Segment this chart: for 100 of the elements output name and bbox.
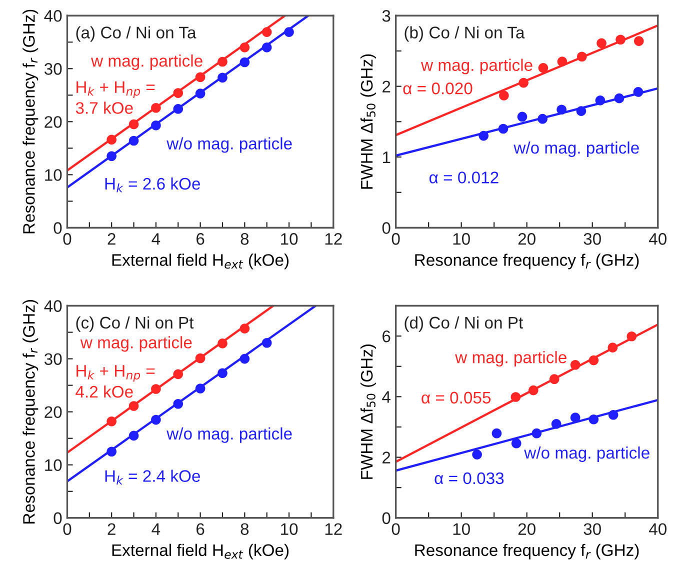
point — [595, 96, 606, 106]
point — [240, 354, 250, 364]
x-tick-label: 2 — [108, 523, 116, 535]
text: (b) Co / Ni on Ta — [404, 26, 525, 42]
x-tick-label: 4 — [152, 233, 160, 245]
point — [478, 130, 489, 141]
y-tick-label: 6 — [382, 330, 390, 342]
annotation: α = 0.020 — [403, 82, 472, 94]
point — [492, 428, 502, 438]
y-axis-title: Resonance frequency f$_{r}$ (GHz) — [22, 300, 38, 524]
point — [538, 63, 548, 73]
point — [576, 52, 587, 62]
point — [634, 36, 644, 46]
y-tick-label: 0 — [382, 222, 390, 234]
y-tick-label: 2 — [382, 452, 390, 464]
series-label: w mag. particle — [455, 351, 566, 367]
x-tick-label: 0 — [392, 233, 400, 245]
y-tick-label: 0 — [382, 512, 390, 524]
point — [596, 38, 606, 48]
series-label: w mag. particle — [91, 54, 202, 70]
point — [538, 114, 548, 124]
point — [240, 324, 250, 334]
point — [510, 392, 521, 402]
point — [218, 56, 228, 67]
series-label: w mag. particle — [80, 336, 192, 352]
x-tick-label: 10 — [281, 233, 298, 245]
y-tick-label: 30 — [44, 353, 62, 365]
x-tick-label: 20 — [518, 523, 536, 535]
annotation: α = 0.033 — [434, 472, 504, 484]
annotation: α = 0.012 — [429, 172, 498, 184]
x-tick-label: 20 — [518, 233, 536, 245]
x-tick-label: 10 — [453, 233, 470, 245]
point — [173, 88, 184, 98]
series-label: w/o mag. particle — [524, 446, 650, 462]
point — [195, 353, 206, 364]
point — [195, 72, 206, 82]
point — [173, 369, 184, 380]
point — [608, 410, 618, 420]
y-tick-label: 0 — [54, 512, 62, 524]
annotation: H$_{k}$ + H$_{np}$ = 3.7 kOe — [76, 81, 155, 114]
annotation: H$_{k}$ = 2.4 kOe — [105, 470, 200, 485]
x-tick-label: 2 — [108, 233, 116, 245]
annotation: α = 0.055 — [422, 392, 491, 404]
x-tick-label: 10 — [281, 523, 298, 535]
point — [151, 384, 161, 394]
point — [173, 104, 184, 114]
y-axis-title: FWHM Δf$_{50}$ (GHz) — [360, 344, 376, 479]
point — [499, 90, 509, 100]
x-tick-label: 12 — [325, 523, 342, 535]
y-axis-title: FWHM Δf$_{50}$ (GHz) — [360, 54, 376, 189]
y-tick-label: 40 — [44, 10, 62, 22]
x-tick-label: 6 — [196, 523, 204, 535]
y-tick-label: 30 — [44, 63, 62, 75]
x-tick-label: 0 — [63, 233, 72, 245]
x-tick-label: 40 — [648, 233, 666, 245]
x-tick-label: 10 — [453, 523, 470, 535]
point — [218, 338, 228, 348]
point — [616, 34, 626, 45]
y-tick-label: 1 — [382, 152, 390, 164]
point — [518, 78, 528, 88]
point — [570, 360, 580, 370]
point — [151, 120, 161, 130]
point — [106, 446, 116, 457]
y-tick-label: 20 — [44, 406, 62, 418]
point — [633, 87, 644, 97]
point — [128, 401, 139, 411]
annotation: H$_{k}$ = 2.6 kOe — [105, 177, 200, 192]
point — [517, 112, 528, 122]
x-axis-title: Resonance frequency f$_{r}$ (GHz) — [415, 254, 639, 270]
point — [128, 430, 139, 441]
series-label: w/o mag. particle — [166, 137, 292, 153]
x-tick-label: 0 — [63, 523, 72, 535]
point — [151, 414, 161, 425]
point — [218, 72, 228, 83]
point — [106, 151, 116, 162]
x-tick-label: 4 — [152, 523, 160, 535]
point — [570, 412, 580, 422]
point — [551, 419, 562, 429]
point — [549, 374, 560, 384]
y-tick-label: 20 — [44, 116, 62, 128]
point — [218, 368, 228, 378]
x-tick-label: 30 — [584, 233, 601, 245]
y-tick-label: 2 — [382, 80, 390, 92]
y-tick-label: 10 — [45, 169, 62, 181]
x-tick-label: 12 — [325, 233, 342, 245]
point — [240, 57, 250, 68]
x-tick-label: 30 — [584, 523, 601, 535]
point — [472, 450, 482, 460]
point — [240, 42, 250, 52]
x-tick-label: 8 — [240, 233, 249, 245]
x-tick-label: 6 — [196, 233, 204, 245]
x-axis-title: External field H$_{ext}$ (kOe) — [112, 544, 289, 560]
y-tick-label: 4 — [382, 391, 390, 403]
point — [262, 42, 272, 52]
point — [528, 385, 538, 396]
point — [588, 414, 599, 424]
x-tick-label: 8 — [240, 523, 249, 535]
point — [608, 342, 618, 352]
y-tick-label: 3 — [382, 10, 390, 22]
point — [576, 106, 586, 116]
